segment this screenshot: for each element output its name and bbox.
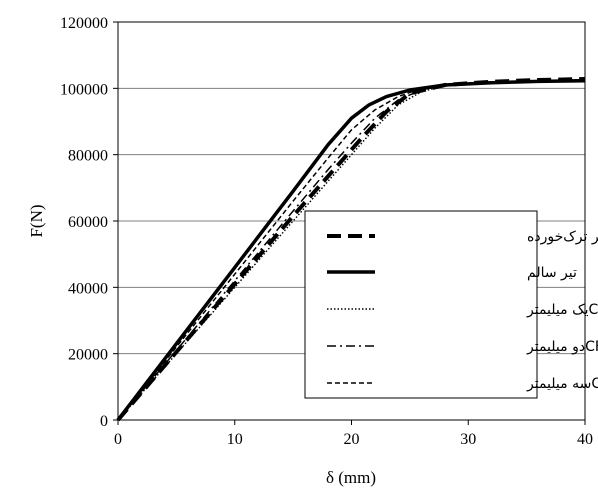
legend-label: تیر سالم [527,265,577,281]
x-tick-label: 30 [460,431,476,448]
y-tick-label: 20000 [68,347,108,364]
legend: تیر ترک‌خورده تیر سالم CFRPیک میلیمتر CFRPد… [305,211,598,398]
x-tick-label: 10 [227,431,243,448]
y-tick-label: 60000 [68,214,108,231]
x-tick-label: 40 [577,431,593,448]
x-axis-title: δ (mm) [326,468,376,487]
legend-label: تیر ترک‌خورده [527,229,598,245]
y-tick-label: 80000 [68,148,108,165]
legend-label: CFRPدو میلیمتر [526,339,598,355]
x-tick-label: 0 [114,431,122,448]
legend-box [305,211,537,398]
y-tick-label: 0 [100,413,108,430]
y-axis-ticks: 0 20000 40000 60000 80000 100000 120000 [60,15,118,430]
x-tick-label: 20 [344,431,360,448]
y-tick-label: 120000 [60,15,108,32]
x-axis-ticks: 0 10 20 30 40 [114,420,593,448]
y-tick-label: 100000 [60,81,108,98]
legend-label: CFRPسه میلیمتر [526,376,598,392]
legend-label: CFRPیک میلیمتر [526,302,598,318]
y-axis-title: F(N) [27,204,46,237]
y-tick-label: 40000 [68,280,108,297]
